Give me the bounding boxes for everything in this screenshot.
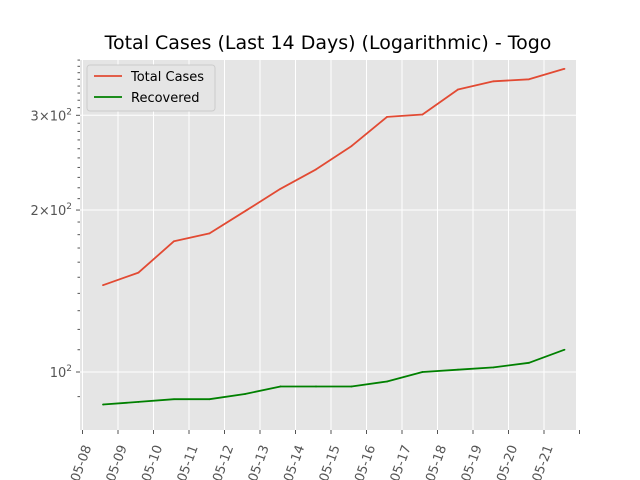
data-point [528,78,530,81]
x-tick-label: 05-10 [139,443,166,480]
x-tick-label: 05-16 [352,443,379,480]
x-tick-label: 05-21 [530,443,557,480]
data-point [315,385,317,388]
data-point [279,187,282,190]
data-point [421,371,424,373]
data-point [492,366,495,369]
data-point [350,385,353,388]
legend-label: Total Cases [130,70,204,85]
data-point [563,348,566,351]
data-point [386,380,388,383]
series-line [102,67,565,287]
x-tick-label: 05-14 [281,443,308,480]
data-point [137,400,140,403]
x-tick-label: 05-19 [459,443,486,480]
data-point [244,210,246,213]
data-point [457,88,459,91]
x-tick-label: 05-15 [317,443,344,480]
x-tick-label: 05-18 [423,443,450,480]
x-tick-label: 05-09 [104,443,131,480]
data-point [279,385,282,388]
series-line [102,348,565,406]
data-point [173,398,175,401]
plot-area [80,60,576,430]
data-point [315,168,317,171]
data-point [421,113,424,116]
series-lines [102,67,566,406]
y-tick-label: 102 [50,364,72,381]
data-point [102,403,104,406]
data-point [563,67,566,70]
data-point [173,240,175,243]
x-tick-label: 05-11 [175,443,202,480]
y-axis-ticks: 102 2×102 3×102 [31,59,80,398]
chart-title: Total Cases (Last 14 Days) (Logarithmic)… [104,32,552,54]
x-tick-label: 05-12 [210,443,237,480]
data-point [350,145,353,147]
data-point [457,368,459,371]
data-point [528,361,530,364]
data-point [492,80,495,83]
x-tick-label: 05-20 [494,443,521,480]
y-tick-label: 3×102 [31,107,72,124]
y-tick-label: 2×102 [31,202,72,219]
x-tick-label: 05-08 [68,443,95,480]
y-gridlines [80,114,576,373]
x-axis-ticks: 05-08 05-09 05-10 05-11 05-12 05-13 05-14 05-15… [68,430,580,480]
x-gridlines [82,60,580,430]
legend: Total Cases Recovered [86,64,216,112]
data-point [386,115,388,118]
data-point [137,271,140,274]
x-tick-label: 05-17 [388,443,415,480]
data-point [208,398,211,401]
data-point [244,393,246,395]
legend-label: Recovered [131,91,200,106]
data-point [102,284,104,287]
x-tick-label: 05-13 [246,443,273,480]
data-point [208,232,211,235]
